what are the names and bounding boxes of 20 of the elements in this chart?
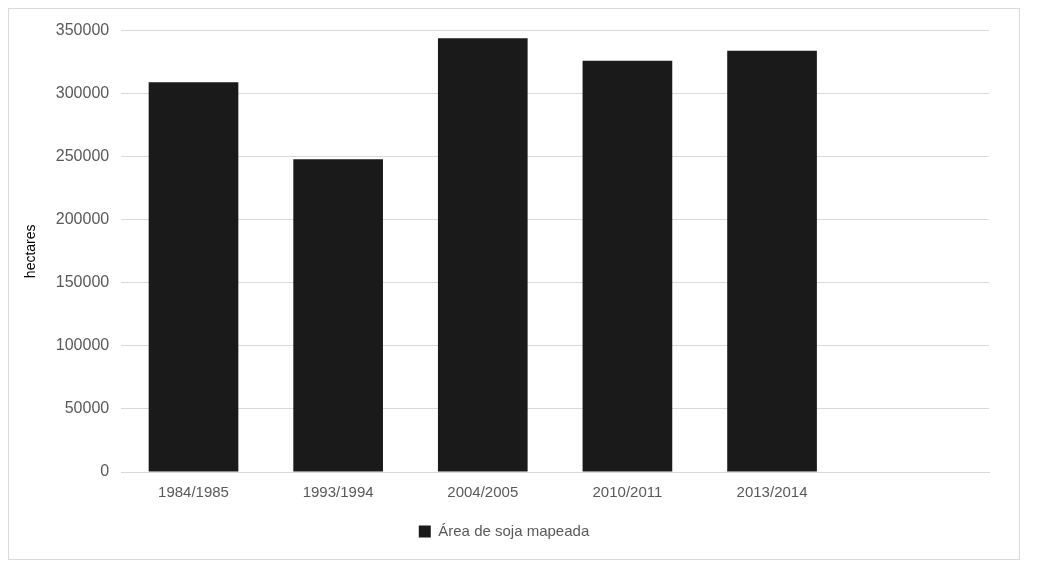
y-tick-label: 350000 <box>55 21 110 39</box>
bar <box>582 60 673 472</box>
x-tick-label: 1984/1985 <box>158 483 229 501</box>
x-tick-label: 2010/2011 <box>592 483 663 501</box>
y-tick-label: 0 <box>100 462 110 480</box>
y-tick-label: 250000 <box>55 147 110 165</box>
y-tick-label: 50000 <box>64 399 110 417</box>
bar <box>148 82 239 472</box>
bar <box>727 50 817 472</box>
y-tick-label: 200000 <box>55 210 110 228</box>
x-tick-label: 2013/2014 <box>736 483 808 501</box>
bar <box>437 38 528 472</box>
bar <box>293 159 383 472</box>
legend-label: Área de soja mapeada <box>438 521 590 539</box>
y-axis-title: hectares <box>22 224 39 279</box>
y-tick-label: 300000 <box>55 84 110 102</box>
y-tick-label: 150000 <box>55 273 110 291</box>
x-tick-label: 2004/2005 <box>447 483 519 501</box>
y-tick-label: 100000 <box>55 336 110 354</box>
x-tick-label: 1993/1994 <box>302 483 374 501</box>
